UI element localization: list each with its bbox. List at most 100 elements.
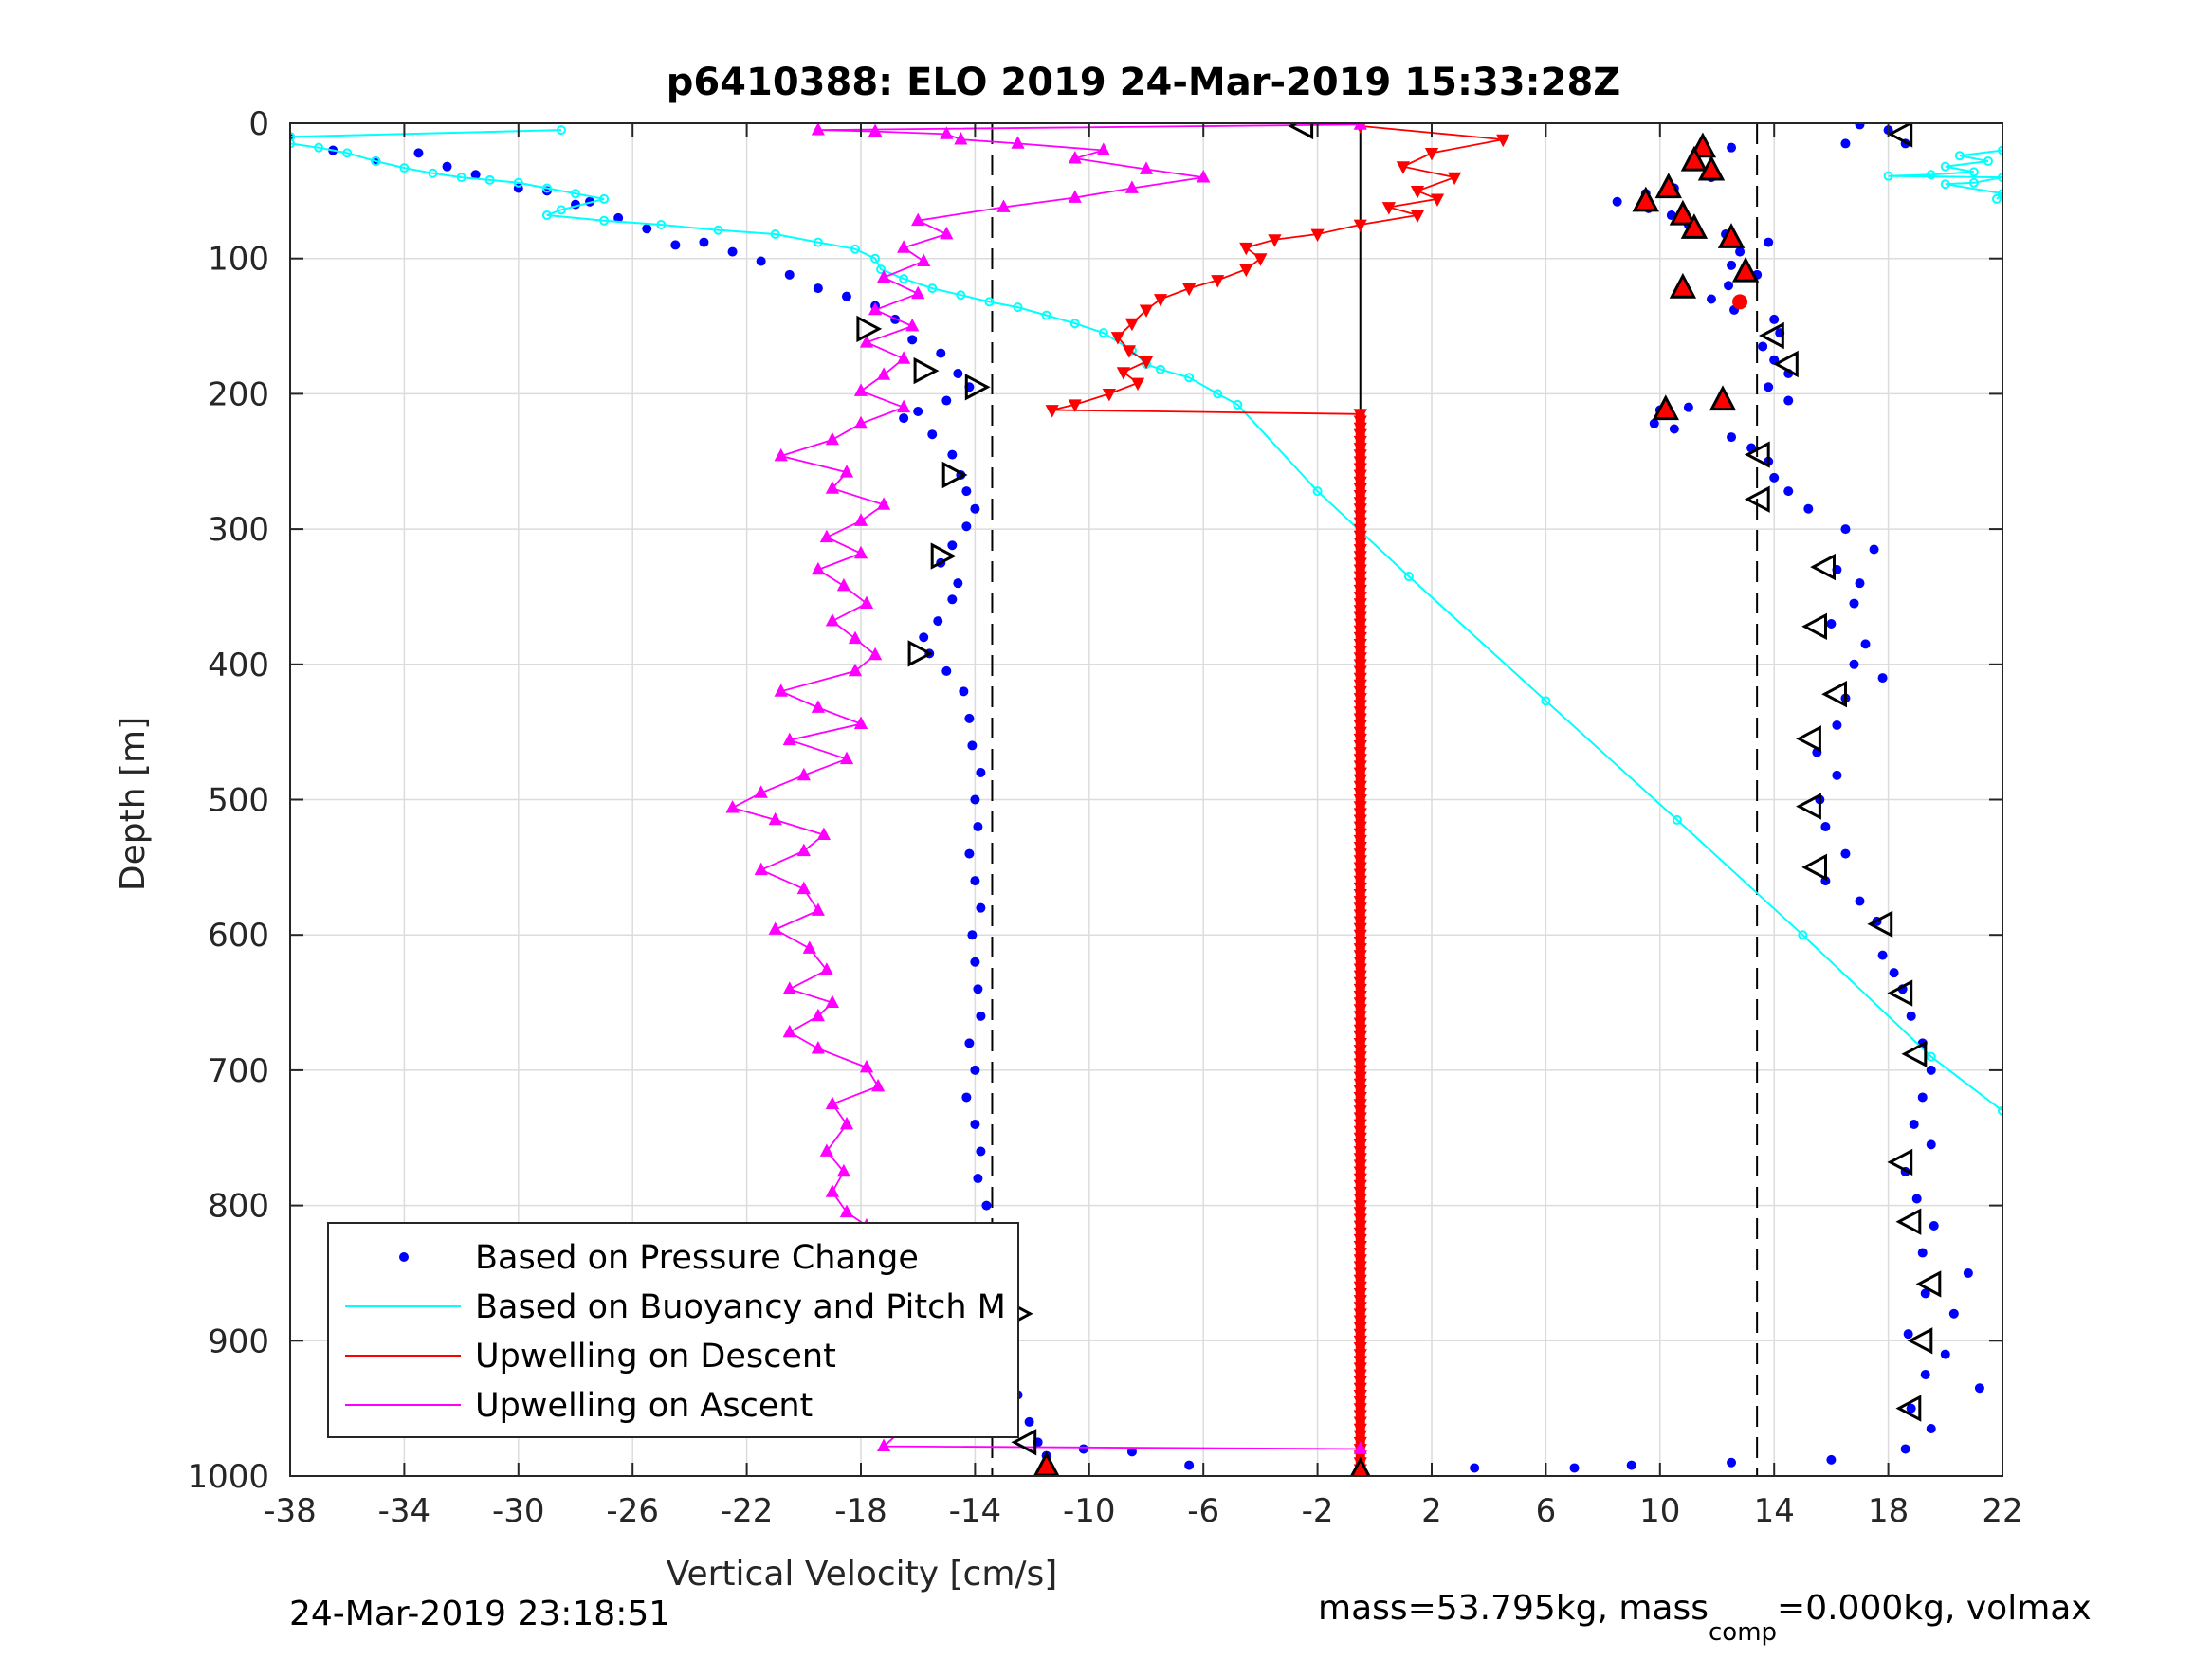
- descent-stack-point: [1353, 1038, 1367, 1051]
- ascent-point: [836, 1163, 851, 1177]
- descent-stack-point: [1353, 443, 1367, 456]
- x-tick-label: -10: [1063, 1492, 1116, 1530]
- x-tick-label: -30: [492, 1492, 545, 1530]
- descent-stack-point: [1353, 1173, 1367, 1187]
- pressure-point: [1906, 1403, 1916, 1413]
- buoyancy-point: [342, 148, 353, 158]
- buoyancy-point: [1954, 151, 1965, 161]
- descent-stack-point: [1353, 1092, 1367, 1105]
- buoyancy-point: [876, 264, 887, 275]
- ascent-point: [911, 212, 925, 227]
- descent-stack-point: [1353, 584, 1367, 598]
- pressure-point: [981, 1200, 992, 1211]
- pitch-marker: [1907, 1327, 1933, 1355]
- descent-stack-point: [1353, 767, 1367, 781]
- pressure-point: [1803, 503, 1814, 514]
- descent-stack-point: [1353, 1051, 1367, 1065]
- pressure-point: [1840, 524, 1851, 535]
- descent-stack-point: [1353, 1105, 1367, 1119]
- buoyancy-point: [1983, 155, 1993, 166]
- ascent-point: [819, 962, 834, 975]
- red-triangle-marker: [1680, 213, 1709, 239]
- descent-stack-point: [1353, 929, 1367, 943]
- pitch-marker: [1895, 1208, 1922, 1235]
- descent-stack-point: [1353, 652, 1367, 665]
- pitch-marker: [1288, 123, 1314, 140]
- pitch-marker: [1895, 1395, 1922, 1422]
- pressure-point: [727, 246, 738, 257]
- descent-stack-point: [1353, 1125, 1367, 1139]
- pitch-marker: [1758, 321, 1784, 350]
- descent-stack-point: [1353, 834, 1367, 848]
- pressure-point: [1706, 294, 1716, 304]
- x-tick-label: -14: [949, 1492, 1002, 1530]
- descent-stack-point: [1353, 875, 1367, 889]
- pressure-point: [970, 876, 980, 886]
- ascent-point: [816, 827, 832, 840]
- descent-stack-point: [1353, 828, 1367, 842]
- buoyancy-point: [899, 274, 909, 284]
- red-triangle-marker: [1654, 173, 1682, 199]
- y-tick-label: 800: [208, 1188, 269, 1226]
- buoyancy-point: [927, 283, 938, 294]
- ascent-point: [725, 800, 740, 813]
- descent-stack-point: [1353, 1430, 1367, 1444]
- ascent-point: [839, 1204, 854, 1218]
- descent-stack-point: [1353, 1315, 1367, 1328]
- ascent-point: [774, 684, 788, 697]
- pitch-marker: [1744, 485, 1770, 513]
- ascent-point: [768, 811, 782, 826]
- ascent-point: [825, 1096, 840, 1109]
- pressure-point: [973, 984, 983, 994]
- descent-stack-point: [1353, 1139, 1367, 1153]
- descent-point: [1396, 161, 1411, 174]
- pressure-point: [973, 822, 983, 832]
- ascent-line: [730, 123, 1361, 1450]
- buoyancy-point: [1968, 177, 1979, 188]
- descent-stack-point: [1353, 618, 1367, 632]
- pressure-point: [1911, 1194, 1922, 1204]
- pressure-point: [1826, 618, 1837, 629]
- buoyancy-point: [1098, 328, 1108, 338]
- y-tick-label: 0: [248, 105, 269, 143]
- buoyancy-point: [870, 253, 881, 264]
- ascent-point: [839, 1116, 854, 1130]
- pressure-point: [970, 1065, 980, 1075]
- pitch-marker: [1011, 1429, 1037, 1456]
- descent-stack-point: [1353, 1099, 1367, 1112]
- descent-point: [1496, 134, 1510, 148]
- buoyancy-point: [513, 177, 523, 188]
- descent-stack-point: [1353, 1295, 1367, 1308]
- descent-stack-point: [1353, 1376, 1367, 1390]
- ascent-point: [825, 613, 840, 627]
- descent-stack-point: [1353, 490, 1367, 503]
- x-tick-label: -34: [378, 1492, 431, 1530]
- pressure-point: [1889, 968, 1899, 978]
- descent-stack-point: [1353, 1233, 1367, 1248]
- pressure-point: [927, 429, 938, 440]
- red-triangle-marker: [1349, 1456, 1371, 1476]
- descent-stack-point: [1353, 774, 1367, 788]
- pressure-point: [756, 256, 766, 266]
- pressure-point: [1820, 822, 1831, 832]
- y-tick-label: 300: [208, 511, 269, 549]
- footer-mass-subscript: comp: [1709, 1618, 1777, 1647]
- y-axis-label: Depth [m]: [114, 717, 153, 891]
- buoyancy-point: [770, 229, 780, 240]
- legend-label-ascent: Upwelling on Ascent: [475, 1387, 813, 1425]
- pitch-marker: [1867, 910, 1893, 938]
- pressure-point: [1612, 196, 1622, 207]
- descent-stack-point: [1353, 1085, 1367, 1099]
- descent-stack-point: [1353, 415, 1367, 428]
- ascent-point: [848, 630, 863, 645]
- descent-stack-point: [1353, 997, 1367, 1011]
- y-tick-label: 600: [208, 917, 269, 955]
- descent-stack-point: [1353, 564, 1367, 577]
- descent-stack-point: [1353, 747, 1367, 760]
- pressure-point: [1926, 1424, 1936, 1434]
- ascent-point: [911, 285, 925, 300]
- pressure-point: [1849, 659, 1859, 669]
- pitch-marker: [1773, 350, 1799, 378]
- pitch-marker: [1915, 1270, 1942, 1298]
- descent-stack-point: [1353, 983, 1367, 997]
